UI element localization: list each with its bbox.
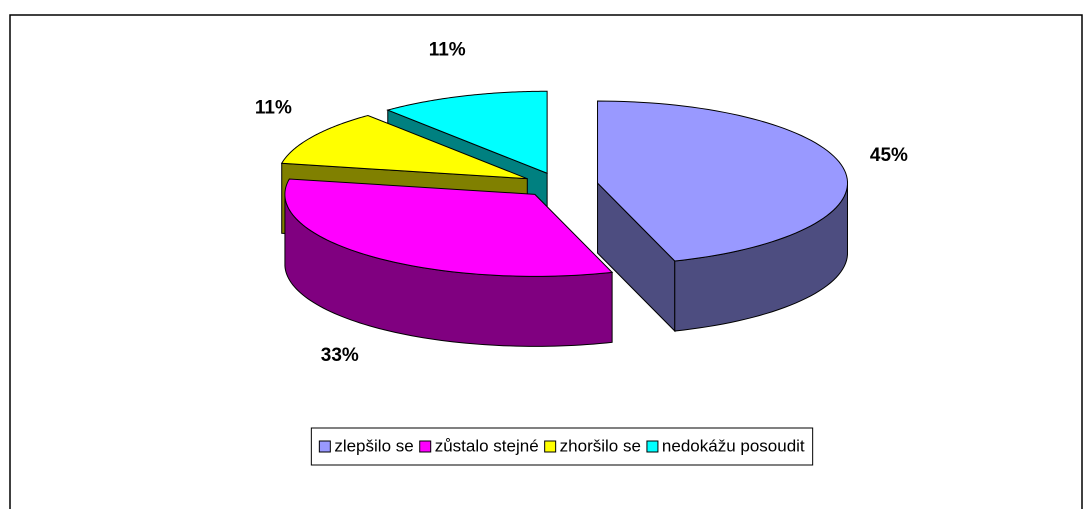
- legend-label: zhoršilo se: [560, 436, 641, 455]
- legend-label: zůstalo stejné: [435, 436, 539, 455]
- slice-top: [284, 178, 614, 277]
- legend-box: [310, 427, 814, 466]
- data-label: 33%: [321, 345, 359, 366]
- data-label: 11%: [429, 40, 466, 61]
- legend-swatch: [544, 440, 557, 453]
- pie-slice: [284, 178, 614, 347]
- legend-label: nedokážu posoudit: [662, 436, 805, 455]
- legend-swatch: [419, 440, 432, 453]
- legend-swatch: [646, 440, 659, 453]
- data-label: 11%: [255, 98, 292, 119]
- pie-slice: [597, 100, 849, 333]
- legend-swatch: [318, 440, 331, 453]
- slice-top: [280, 114, 528, 180]
- data-label: 45%: [870, 145, 908, 166]
- pie: 11% 11% 45% 33%: [255, 40, 908, 366]
- legend: zlepšilo se zůstalo stejné zhoršilo se nedo…: [310, 427, 814, 466]
- slice-top: [597, 100, 849, 262]
- legend-label: zlepšilo se: [334, 436, 413, 455]
- chart-frame: [9, 14, 1083, 509]
- slice-top: [386, 90, 548, 175]
